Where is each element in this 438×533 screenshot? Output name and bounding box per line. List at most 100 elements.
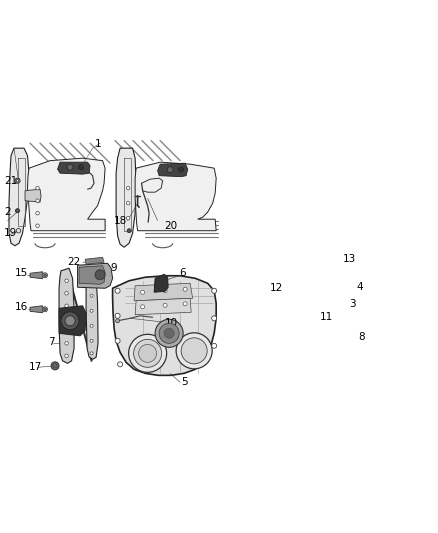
Text: 15: 15 <box>15 268 28 278</box>
Polygon shape <box>3 135 108 252</box>
Circle shape <box>65 317 68 320</box>
Text: 16: 16 <box>15 302 28 312</box>
Circle shape <box>54 365 56 367</box>
Circle shape <box>138 344 157 362</box>
Text: 3: 3 <box>349 300 356 309</box>
Polygon shape <box>154 274 168 292</box>
Circle shape <box>183 302 187 306</box>
Text: 8: 8 <box>358 332 364 342</box>
Polygon shape <box>30 272 43 279</box>
Circle shape <box>323 302 330 309</box>
Text: 18: 18 <box>114 216 127 225</box>
Circle shape <box>42 273 48 278</box>
Text: 7: 7 <box>48 337 55 348</box>
Circle shape <box>164 328 174 338</box>
Circle shape <box>65 279 68 282</box>
Circle shape <box>319 299 333 313</box>
Circle shape <box>141 290 145 294</box>
Circle shape <box>16 180 19 182</box>
Circle shape <box>335 330 347 342</box>
Circle shape <box>181 338 207 364</box>
Circle shape <box>141 305 145 309</box>
Polygon shape <box>59 268 74 364</box>
Circle shape <box>61 312 79 330</box>
Polygon shape <box>30 306 43 313</box>
Circle shape <box>167 167 173 173</box>
Circle shape <box>65 354 68 358</box>
Circle shape <box>212 288 217 293</box>
Circle shape <box>65 304 68 308</box>
Text: 1: 1 <box>95 139 102 149</box>
Circle shape <box>90 279 93 282</box>
Circle shape <box>95 270 105 280</box>
Circle shape <box>344 289 348 293</box>
Polygon shape <box>134 283 193 301</box>
Text: 11: 11 <box>320 312 333 322</box>
Polygon shape <box>158 163 187 176</box>
Text: 19: 19 <box>4 228 17 238</box>
Circle shape <box>36 224 39 228</box>
Circle shape <box>90 352 93 355</box>
Circle shape <box>90 340 93 342</box>
Circle shape <box>326 321 356 351</box>
Polygon shape <box>25 189 41 202</box>
Polygon shape <box>28 158 105 231</box>
Polygon shape <box>335 287 345 295</box>
Circle shape <box>65 342 68 345</box>
Circle shape <box>15 178 20 183</box>
Polygon shape <box>113 276 216 375</box>
Circle shape <box>117 362 123 367</box>
Circle shape <box>176 333 212 369</box>
Polygon shape <box>314 291 336 321</box>
Circle shape <box>16 229 21 233</box>
Circle shape <box>163 289 167 293</box>
Circle shape <box>127 229 131 233</box>
Circle shape <box>53 364 57 368</box>
Circle shape <box>212 316 217 321</box>
Text: 12: 12 <box>270 283 283 293</box>
Text: 22: 22 <box>67 257 81 267</box>
Circle shape <box>126 187 130 190</box>
Circle shape <box>183 287 187 291</box>
Circle shape <box>67 164 73 170</box>
Circle shape <box>44 274 46 277</box>
Circle shape <box>116 319 120 323</box>
Polygon shape <box>135 298 191 315</box>
Circle shape <box>65 292 68 295</box>
Polygon shape <box>135 162 216 231</box>
Circle shape <box>36 212 39 215</box>
Polygon shape <box>85 257 104 264</box>
Circle shape <box>115 288 120 293</box>
Text: 17: 17 <box>29 362 42 373</box>
Circle shape <box>212 343 217 349</box>
Circle shape <box>44 308 46 311</box>
Circle shape <box>115 338 120 343</box>
Circle shape <box>90 294 93 297</box>
Polygon shape <box>78 263 113 288</box>
Circle shape <box>115 313 120 318</box>
Text: 20: 20 <box>164 221 177 231</box>
Polygon shape <box>111 135 218 252</box>
Text: 6: 6 <box>179 268 186 278</box>
Polygon shape <box>57 162 90 174</box>
Text: 13: 13 <box>343 254 356 264</box>
Circle shape <box>90 309 93 312</box>
Circle shape <box>159 324 179 343</box>
Text: 9: 9 <box>110 263 117 273</box>
Circle shape <box>179 167 184 172</box>
Circle shape <box>126 201 130 205</box>
Circle shape <box>65 329 68 333</box>
Text: 2: 2 <box>4 207 11 217</box>
Polygon shape <box>79 266 105 284</box>
Circle shape <box>163 303 167 308</box>
Circle shape <box>51 362 59 370</box>
Circle shape <box>155 319 183 348</box>
Circle shape <box>345 290 347 292</box>
Circle shape <box>78 165 84 169</box>
Polygon shape <box>9 148 29 246</box>
Circle shape <box>42 307 48 312</box>
Circle shape <box>36 199 39 203</box>
Circle shape <box>134 340 162 367</box>
Circle shape <box>126 216 130 220</box>
Circle shape <box>331 325 352 346</box>
